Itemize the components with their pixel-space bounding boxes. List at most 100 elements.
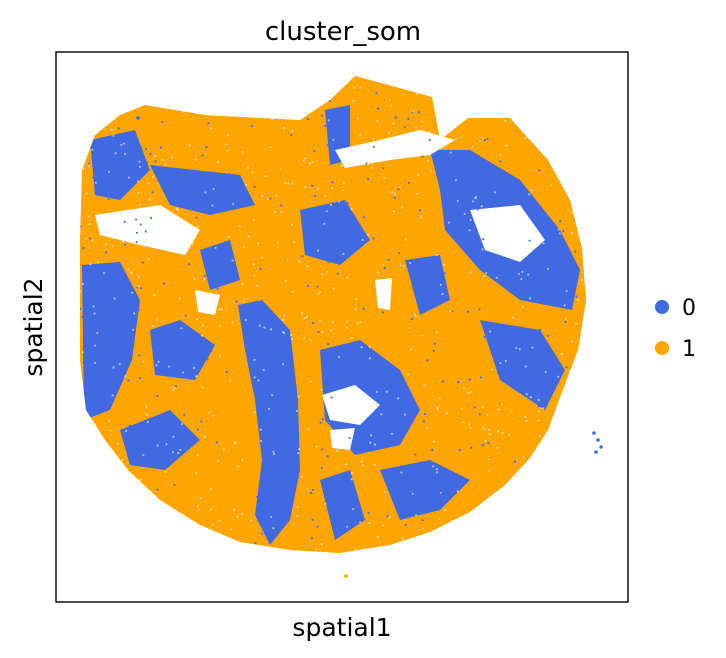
spot-speckle: [429, 169, 432, 172]
spot-speckle: [459, 136, 462, 139]
spot-speckle: [200, 420, 203, 423]
spot-speckle: [105, 251, 108, 254]
spot-speckle: [227, 236, 230, 239]
spot-speckle: [359, 133, 362, 136]
spot-speckle: [146, 420, 149, 424]
spot-speckle: [368, 345, 371, 348]
spot-speckle: [325, 210, 328, 213]
spot-speckle: [200, 334, 203, 337]
spot-speckle: [411, 492, 414, 495]
spot-speckle: [414, 514, 418, 517]
spot-speckle: [137, 276, 140, 279]
spot-speckle: [372, 145, 375, 148]
spot-speckle: [403, 126, 406, 129]
spot-speckle: [153, 352, 156, 355]
spot-speckle: [332, 138, 335, 141]
spot-speckle: [519, 253, 522, 256]
spot-speckle: [260, 439, 263, 443]
spot-speckle: [123, 220, 126, 223]
spot-speckle: [564, 320, 567, 323]
spot-speckle: [155, 364, 158, 367]
spot-speckle: [335, 439, 338, 442]
spot-speckle: [495, 276, 498, 279]
spot-speckle: [423, 384, 426, 387]
spot-speckle: [211, 204, 214, 207]
spot-speckle: [397, 252, 401, 255]
spot-speckle: [100, 219, 103, 222]
spot-speckle: [345, 462, 348, 466]
spot-speckle: [154, 160, 157, 163]
spot-speckle: [426, 427, 429, 430]
spot-speckle: [145, 405, 148, 408]
spot-speckle: [320, 388, 323, 391]
spot-speckle: [180, 327, 183, 330]
spot-speckle: [93, 361, 96, 365]
spot-speckle: [438, 517, 441, 520]
spot-speckle: [153, 294, 156, 297]
spot-speckle: [480, 376, 483, 379]
spot-speckle: [524, 415, 527, 419]
spot-speckle: [547, 387, 550, 390]
spot-speckle: [417, 111, 420, 114]
spot-speckle: [402, 265, 405, 268]
spot-speckle: [227, 134, 230, 137]
spot-speckle: [137, 285, 140, 288]
spot-speckle: [428, 138, 431, 141]
spot-speckle: [216, 161, 219, 164]
spot-speckle: [412, 110, 415, 113]
spot-speckle: [131, 291, 134, 294]
spot-speckle: [510, 410, 513, 413]
spot-speckle: [111, 244, 114, 248]
spot-speckle: [377, 271, 380, 274]
spot-speckle: [316, 249, 320, 252]
spot-speckle: [416, 192, 419, 195]
spot-speckle: [521, 270, 524, 273]
spot-speckle: [511, 241, 514, 244]
spot-speckle: [416, 92, 419, 95]
spot-speckle: [487, 458, 491, 461]
spot-speckle: [207, 122, 210, 125]
spot-speckle: [505, 144, 508, 147]
spot-speckle: [123, 142, 126, 145]
spot-speckle: [113, 297, 116, 300]
spot-speckle: [173, 220, 176, 223]
spot-speckle: [487, 441, 490, 444]
spot-speckle: [137, 180, 140, 183]
spot-speckle: [466, 310, 470, 313]
spot-speckle: [528, 193, 531, 196]
spot-speckle: [470, 390, 473, 393]
spot-speckle: [174, 385, 177, 388]
spot-speckle: [135, 241, 138, 244]
spot-speckle: [320, 273, 323, 276]
spot-speckle: [259, 428, 262, 431]
spot-speckle: [352, 100, 355, 103]
spot-speckle: [194, 158, 197, 161]
spot-speckle: [559, 220, 562, 223]
spot-speckle: [441, 380, 444, 383]
spot-speckle: [177, 451, 180, 455]
spot-speckle: [219, 324, 222, 327]
spot-speckle: [368, 521, 371, 525]
spot-speckle: [303, 337, 306, 340]
spot-speckle: [93, 312, 96, 315]
spot-speckle: [320, 466, 323, 469]
spot-speckle: [161, 158, 164, 161]
spot-speckle: [481, 444, 484, 447]
spot-speckle: [201, 154, 204, 157]
spot-speckle: [539, 435, 542, 438]
legend: 0 1: [655, 296, 696, 362]
spot-speckle: [350, 478, 353, 481]
spot-speckle: [261, 194, 264, 197]
spot-speckle: [436, 408, 439, 411]
spot-speckle: [575, 322, 578, 325]
spot-speckle: [532, 201, 535, 204]
spot-speckle: [547, 334, 550, 337]
spot-speckle: [195, 375, 198, 378]
spot-speckle: [319, 319, 322, 322]
spot-speckle: [143, 423, 146, 426]
spot-speckle: [330, 396, 333, 399]
spot-speckle: [291, 223, 294, 226]
spot-speckle: [418, 209, 422, 212]
cluster-0-patch: [405, 255, 450, 315]
spot-speckle: [482, 275, 486, 278]
